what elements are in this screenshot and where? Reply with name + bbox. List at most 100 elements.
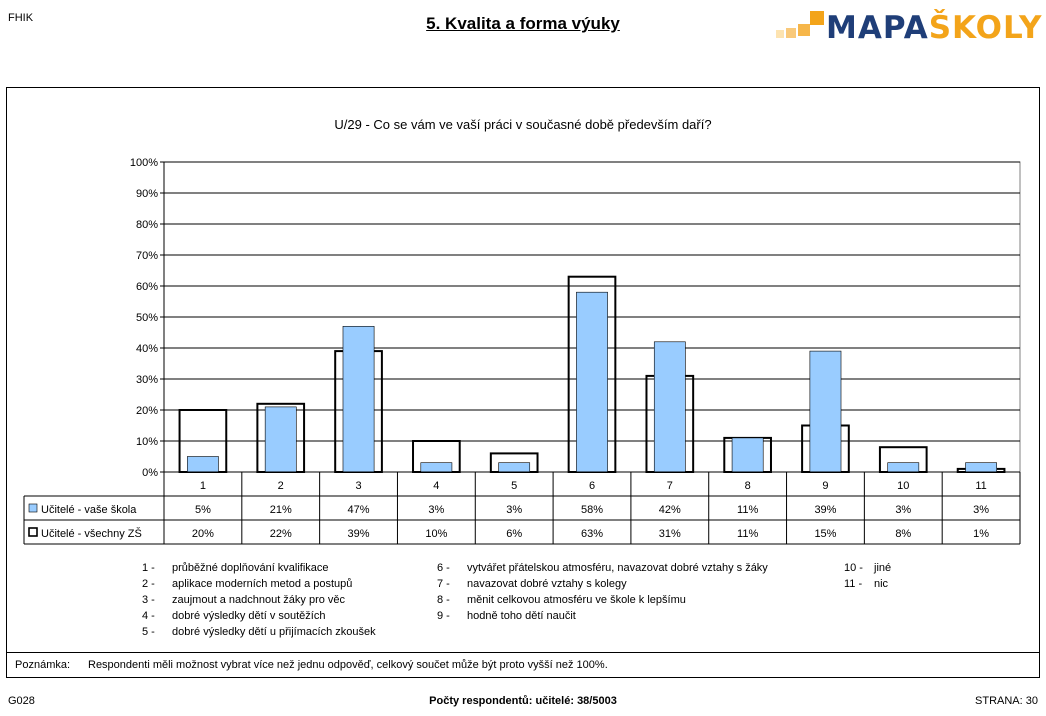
legend-number: 8 - bbox=[437, 594, 450, 606]
respondent-count: Počty respondentů: učitelé: 38/5003 bbox=[429, 695, 617, 707]
data-label: 3% bbox=[895, 504, 911, 516]
legend-text: dobré výsledky dětí u přijímacích zkouše… bbox=[172, 626, 376, 638]
report-code: FHIK bbox=[8, 12, 34, 24]
data-label: 15% bbox=[814, 528, 836, 540]
x-tick-label: 2 bbox=[278, 480, 284, 492]
x-tick-label: 8 bbox=[745, 480, 751, 492]
x-tick-label: 3 bbox=[355, 480, 361, 492]
data-label: 39% bbox=[814, 504, 836, 516]
y-tick-label: 10% bbox=[136, 436, 158, 448]
page-number: STRANA: 30 bbox=[975, 695, 1038, 707]
legend-key-your-school bbox=[28, 503, 38, 513]
series-name: Učitelé - všechny ZŠ bbox=[41, 527, 142, 540]
data-label: 63% bbox=[581, 528, 603, 540]
logo-text-accent: ŠKOLY bbox=[928, 10, 1043, 46]
bar-your-school bbox=[187, 456, 219, 473]
data-label: 3% bbox=[428, 504, 444, 516]
x-tick-label: 1 bbox=[200, 480, 206, 492]
bar-your-school bbox=[965, 462, 997, 473]
bar-your-school bbox=[887, 462, 920, 473]
legend-text: zaujmout a nadchnout žáky pro věc bbox=[172, 594, 346, 606]
data-label: 5% bbox=[195, 504, 211, 516]
y-tick-label: 50% bbox=[136, 312, 158, 324]
legend-text: aplikace moderních metod a postupů bbox=[172, 578, 353, 590]
y-tick-label: 60% bbox=[136, 281, 158, 293]
x-tick-label: 9 bbox=[822, 480, 828, 492]
legend-text: dobré výsledky dětí v soutěžích bbox=[172, 610, 326, 622]
y-tick-label: 0% bbox=[142, 467, 158, 479]
data-label: 47% bbox=[348, 504, 370, 516]
legend-number: 11 - bbox=[844, 578, 863, 590]
bar-your-school bbox=[809, 350, 842, 473]
x-tick-label: 10 bbox=[897, 480, 909, 492]
data-label: 39% bbox=[348, 528, 370, 540]
chart-title: U/29 - Co se vám ve vaší práci v současn… bbox=[334, 117, 712, 132]
divider bbox=[7, 652, 1039, 653]
legend-number: 1 - bbox=[142, 562, 155, 574]
data-label: 58% bbox=[581, 504, 603, 516]
data-label: 22% bbox=[270, 528, 292, 540]
bar-your-school bbox=[498, 462, 531, 473]
x-tick-label: 11 bbox=[975, 480, 986, 492]
legend-number: 10 - bbox=[844, 562, 863, 574]
x-tick-label: 4 bbox=[433, 480, 439, 492]
data-label: 21% bbox=[270, 504, 292, 516]
legend-text: průběžné doplňování kvalifikace bbox=[172, 562, 329, 574]
bar-your-school bbox=[264, 406, 297, 473]
legend-text: jiné bbox=[874, 562, 892, 574]
legend-number: 9 - bbox=[437, 610, 450, 622]
data-label: 3% bbox=[973, 504, 989, 516]
legend-text: navazovat dobré vztahy s kolegy bbox=[467, 578, 627, 590]
x-tick-label: 6 bbox=[589, 480, 595, 492]
data-label: 31% bbox=[659, 528, 681, 540]
data-label: 1% bbox=[973, 528, 989, 540]
y-tick-label: 80% bbox=[136, 219, 158, 231]
legend-key-all-schools bbox=[28, 527, 38, 537]
y-tick-label: 90% bbox=[136, 188, 158, 200]
note-label: Poznámka: bbox=[15, 659, 71, 671]
logo-square-icon bbox=[776, 30, 784, 38]
legend-number: 3 - bbox=[142, 594, 155, 606]
data-label: 8% bbox=[895, 528, 911, 540]
legend-number: 2 - bbox=[142, 578, 155, 590]
x-tick-label: 5 bbox=[511, 480, 517, 492]
legend-number: 7 - bbox=[437, 578, 450, 590]
y-tick-label: 30% bbox=[136, 374, 158, 386]
chart-frame bbox=[6, 87, 1040, 678]
logo-square-icon bbox=[798, 24, 810, 36]
data-label: 11% bbox=[737, 528, 758, 540]
y-tick-label: 70% bbox=[136, 250, 158, 262]
legend-text: nic bbox=[874, 578, 889, 590]
page-title-text: 5. Kvalita a forma výuky bbox=[426, 14, 620, 33]
data-label: 42% bbox=[659, 504, 681, 516]
logo-text-main: MAPA bbox=[826, 10, 929, 46]
data-label: 11% bbox=[737, 504, 758, 516]
legend-text: měnit celkovou atmosféru ve škole k lepš… bbox=[467, 594, 686, 606]
logo-square-icon bbox=[810, 11, 824, 25]
mapaskoly-logo: MAPAŠKOLY bbox=[776, 8, 1041, 46]
bar-your-school bbox=[731, 437, 764, 473]
legend-number: 5 - bbox=[142, 626, 155, 638]
logo-text: MAPAŠKOLY bbox=[826, 10, 1042, 46]
y-tick-label: 40% bbox=[136, 343, 158, 355]
bar-your-school bbox=[576, 291, 608, 473]
legend-number: 4 - bbox=[142, 610, 155, 622]
page-title: 5. Kvalita a forma výuky bbox=[0, 14, 1046, 34]
footer-code: G028 bbox=[8, 695, 35, 707]
legend-text: hodně toho dětí naučit bbox=[467, 610, 576, 622]
data-label: 3% bbox=[506, 504, 522, 516]
bar-your-school bbox=[342, 325, 375, 473]
legend-text: vytvářet přátelskou atmosféru, navazovat… bbox=[467, 562, 768, 574]
note-text: Respondenti měli možnost vybrat více než… bbox=[88, 659, 608, 671]
bar-your-school bbox=[420, 462, 453, 473]
series-name: Učitelé - vaše škola bbox=[41, 504, 137, 516]
data-label: 10% bbox=[425, 528, 447, 540]
data-label: 6% bbox=[506, 528, 522, 540]
y-tick-label: 100% bbox=[130, 157, 158, 169]
legend-number: 6 - bbox=[437, 562, 450, 574]
bar-your-school bbox=[653, 341, 686, 473]
y-tick-label: 20% bbox=[136, 405, 158, 417]
x-tick-label: 7 bbox=[667, 480, 673, 492]
data-label: 20% bbox=[192, 528, 214, 540]
